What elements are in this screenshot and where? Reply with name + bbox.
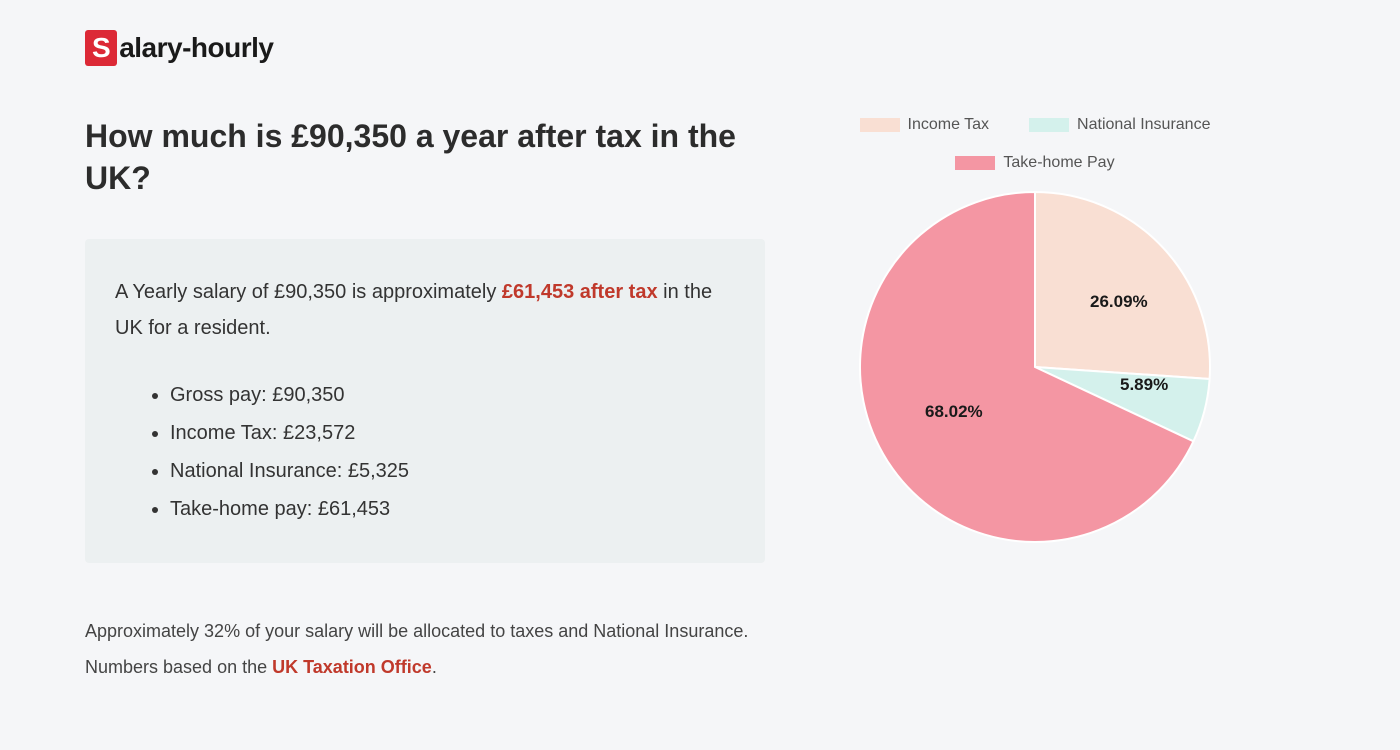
left-column: How much is £90,350 a year after tax in … (85, 116, 765, 685)
list-item: Income Tax: £23,572 (170, 414, 735, 452)
logo-rest: alary-hourly (119, 32, 273, 64)
page-title: How much is £90,350 a year after tax in … (85, 116, 765, 199)
pie-label-income-tax: 26.09% (1090, 292, 1148, 312)
pie-label-takehome: 68.02% (925, 402, 983, 422)
legend-label: Take-home Pay (1003, 154, 1114, 172)
list-item: Gross pay: £90,350 (170, 376, 735, 414)
legend-swatch-ni (1029, 118, 1069, 132)
legend-label: National Insurance (1077, 116, 1210, 134)
legend-item: Take-home Pay (955, 154, 1114, 172)
main-content: How much is £90,350 a year after tax in … (85, 116, 1315, 685)
legend-label: Income Tax (908, 116, 990, 134)
footer-text: Approximately 32% of your salary will be… (85, 613, 765, 685)
legend-swatch-income-tax (860, 118, 900, 132)
legend-item: National Insurance (1029, 116, 1210, 134)
chart-column: Income Tax National Insurance Take-home … (825, 116, 1245, 685)
site-logo: Salary-hourly (85, 30, 1315, 66)
chart-legend: Income Tax National Insurance Take-home … (825, 116, 1245, 172)
logo-letter: S (85, 30, 117, 66)
intro-highlight: £61,453 after tax (502, 281, 658, 303)
intro-prefix: A Yearly salary of £90,350 is approximat… (115, 281, 502, 303)
legend-swatch-takehome (955, 156, 995, 170)
summary-box: A Yearly salary of £90,350 is approximat… (85, 239, 765, 563)
summary-intro: A Yearly salary of £90,350 is approximat… (115, 274, 735, 346)
list-item: National Insurance: £5,325 (170, 452, 735, 490)
pie-svg (855, 187, 1215, 547)
footer-line2-prefix: Numbers based on the (85, 657, 272, 677)
footer-line1: Approximately 32% of your salary will be… (85, 621, 748, 641)
taxation-office-link[interactable]: UK Taxation Office (272, 657, 432, 677)
breakdown-list: Gross pay: £90,350 Income Tax: £23,572 N… (115, 376, 735, 528)
legend-item: Income Tax (860, 116, 990, 134)
pie-chart: 26.09% 5.89% 68.02% (855, 187, 1215, 547)
footer-line2-suffix: . (432, 657, 437, 677)
list-item: Take-home pay: £61,453 (170, 490, 735, 528)
pie-label-ni: 5.89% (1120, 375, 1168, 395)
